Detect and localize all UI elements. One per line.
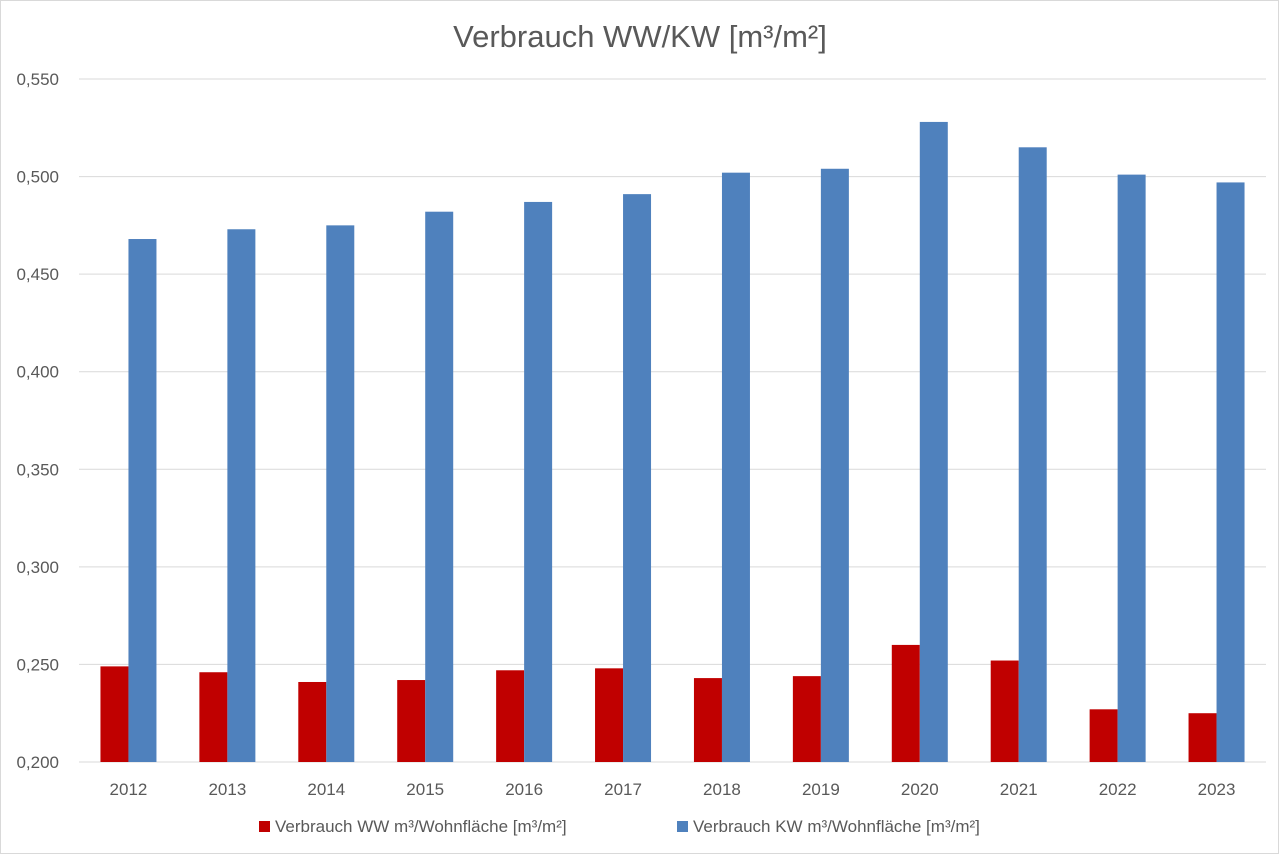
bar-kw: [1018, 147, 1047, 763]
chart-title: Verbrauch WW/KW [m³/m²]: [453, 19, 827, 54]
bar-kw: [1117, 174, 1146, 762]
bar-ww: [693, 678, 722, 762]
bar-ww: [792, 676, 821, 762]
y-tick-label: 0,400: [16, 363, 59, 382]
bar-ww: [496, 670, 525, 762]
y-tick-label: 0,350: [16, 460, 59, 479]
bar-kw: [721, 172, 750, 762]
bar-ww: [595, 668, 624, 762]
x-tick-label: 2014: [307, 780, 345, 799]
x-tick-label: 2023: [1198, 780, 1236, 799]
legend-label-ww: Verbrauch WW m³/Wohnfläche [m³/m²]: [275, 817, 567, 836]
x-tick-label: 2018: [703, 780, 741, 799]
y-tick-label: 0,450: [16, 265, 59, 284]
y-tick-label: 0,500: [16, 168, 59, 187]
bar-layer: [100, 121, 1245, 763]
x-tick-label: 2022: [1099, 780, 1137, 799]
legend: Verbrauch WW m³/Wohnfläche [m³/m²] Verbra…: [259, 817, 980, 836]
grid-layer: [79, 78, 1266, 763]
bar-kw: [524, 201, 553, 762]
x-tick-label: 2021: [1000, 780, 1038, 799]
bar-ww: [397, 680, 426, 762]
y-tick-label: 0,250: [16, 655, 59, 674]
x-tick-label: 2020: [901, 780, 939, 799]
x-tick-label: 2016: [505, 780, 543, 799]
axis-layer: 0,200 0,250 0,300 0,350 0,400 0,450 0,500 0,550…: [16, 70, 1235, 799]
bar-ww: [891, 644, 920, 762]
bar-ww: [199, 672, 228, 762]
x-tick-label: 2019: [802, 780, 840, 799]
legend-swatch-ww: [259, 821, 270, 832]
bar-ww: [1188, 713, 1217, 762]
x-tick-label: 2013: [208, 780, 246, 799]
y-tick-label: 0,300: [16, 558, 59, 577]
x-tick-label: 2015: [406, 780, 444, 799]
bar-ww: [100, 666, 129, 762]
y-tick-label: 0,200: [16, 753, 59, 772]
x-tick-label: 2012: [110, 780, 148, 799]
bar-kw: [820, 168, 849, 762]
bar-ww: [990, 660, 1019, 762]
bar-kw: [227, 229, 256, 762]
legend-swatch-kw: [677, 821, 688, 832]
bar-kw: [623, 194, 652, 763]
bar-kw: [425, 211, 454, 762]
bar-kw: [1216, 182, 1245, 762]
x-tick-label: 2017: [604, 780, 642, 799]
bar-kw: [326, 225, 355, 762]
bar-kw: [128, 239, 157, 762]
bar-kw: [919, 121, 948, 763]
bar-ww: [298, 681, 327, 762]
legend-label-kw: Verbrauch KW m³/Wohnfläche [m³/m²]: [693, 817, 980, 836]
y-tick-label: 0,550: [16, 70, 59, 89]
bar-ww: [1089, 709, 1118, 762]
